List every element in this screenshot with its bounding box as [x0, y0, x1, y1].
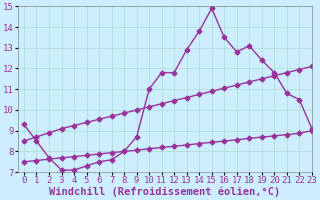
X-axis label: Windchill (Refroidissement éolien,°C): Windchill (Refroidissement éolien,°C)	[49, 187, 280, 197]
